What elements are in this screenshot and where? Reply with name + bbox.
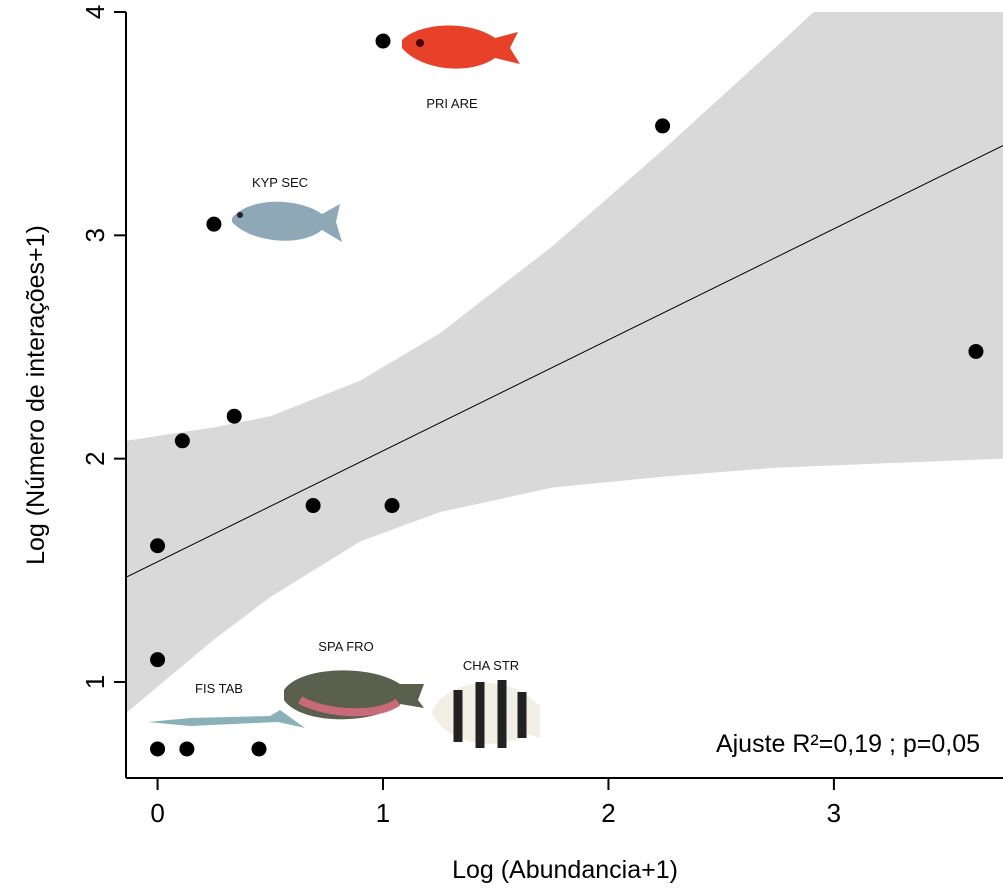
y-tick-label: 3	[80, 228, 110, 242]
annotation: FIS TAB	[195, 681, 243, 696]
point	[175, 433, 190, 448]
point	[968, 344, 983, 359]
y-axis-title: Log (Número de interações+1)	[22, 225, 50, 565]
y-tick-label: 2	[80, 451, 110, 465]
point	[385, 498, 400, 513]
point	[150, 652, 165, 667]
point	[655, 118, 670, 133]
annotation: PRI ARE	[426, 96, 478, 111]
chart: PRI ARE KYP SEC FIS TAB SPA FRO CHA STR …	[0, 0, 1003, 888]
point	[206, 217, 221, 232]
x-axis-title: Log (Abundancia+1)	[452, 856, 678, 884]
annotation: KYP SEC	[252, 175, 308, 190]
point	[179, 741, 194, 756]
fish-kyp-sec	[232, 202, 342, 242]
confidence-band	[126, 0, 1003, 713]
fish-spa-fro	[284, 670, 424, 719]
fish-cha-str	[432, 680, 540, 748]
point	[150, 538, 165, 553]
point	[376, 34, 391, 49]
y-tick-label: 4	[80, 5, 110, 19]
fish-pri-are	[402, 25, 520, 68]
point	[227, 409, 242, 424]
x-tick-label: 2	[601, 798, 615, 828]
annotation: CHA STR	[463, 658, 519, 673]
point	[252, 741, 267, 756]
annotation: SPA FRO	[318, 639, 373, 654]
fish-fis-tab	[148, 710, 305, 728]
y-tick-label: 1	[80, 675, 110, 689]
point	[306, 498, 321, 513]
x-tick-label: 3	[827, 798, 841, 828]
x-tick-label: 0	[150, 798, 164, 828]
point	[150, 741, 165, 756]
fit-annotation: Ajuste R²=0,19 ; p=0,05	[716, 730, 980, 758]
x-tick-label: 1	[376, 798, 390, 828]
